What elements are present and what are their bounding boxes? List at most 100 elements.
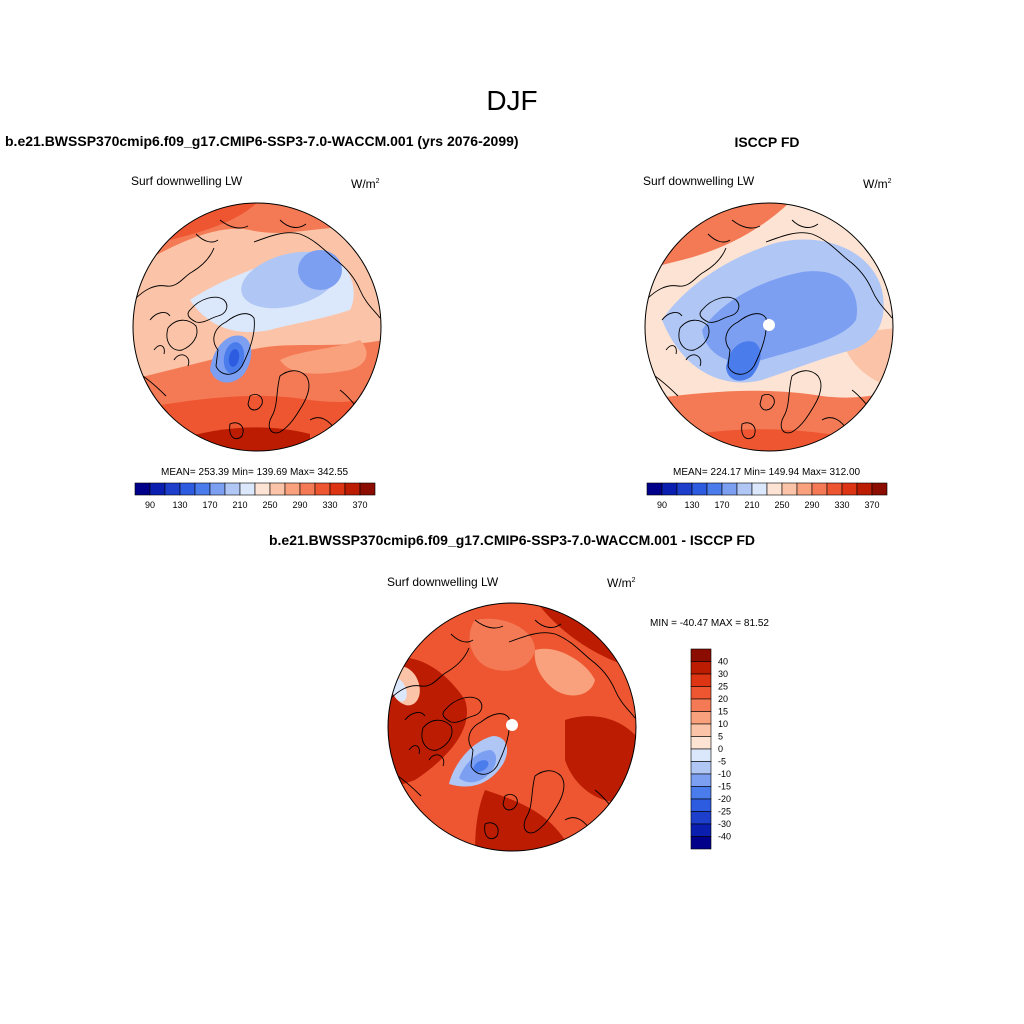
model-coastline-9 [229,422,244,440]
diff-map-border [387,602,637,852]
obs-stats: MEAN= 224.17 Min= 149.94 Max= 312.00 [673,467,861,478]
model-colorbar-box-11 [299,482,316,496]
diff-colorbar-label: 0 [718,744,723,754]
obs-colorbar-box-9 [781,482,798,496]
diff-colorbar-label: -10 [718,769,731,779]
model-colorbar-box-5 [209,482,226,496]
diff-colorbar-box-9 [690,761,712,775]
obs-colorbar-box-15 [871,482,888,496]
diff-colorbar-box-14 [690,823,712,837]
model-colorbar-box-2 [164,482,181,496]
model-colorbar-box-7 [239,482,256,496]
obs-contour-region-7 [702,271,858,363]
model-colorbar-box-1 [149,482,166,496]
model-colorbar-box-12 [314,482,331,496]
obs-colorbar-label: 250 [774,500,789,510]
model-stats: MEAN= 253.39 Min= 139.69 Max= 342.55 [161,467,349,478]
obs-colorbar-box-7 [751,482,768,496]
diff-colorbar-label: -40 [718,832,731,842]
model-colorbar-box-13 [329,482,346,496]
obs-colorbar: 90 130 170 210 250 290 330 370 [646,482,888,510]
diff-colorbar-label: -5 [718,757,726,767]
obs-coastline-8 [759,393,775,411]
diff-colorbar-box-8 [690,748,712,762]
diff-colorbar-label: 20 [718,694,728,704]
diff-units-label: W/m2 [607,576,636,590]
obs-coastlines [645,213,893,440]
diff-colorbar-box-15 [690,836,712,850]
model-colorbar: 90 130 170 210 250 290 330 370 [134,482,376,510]
obs-colorbar-box-12 [826,482,843,496]
model-colorbar-label: 210 [232,500,247,510]
model-colorbar-label: 130 [172,500,187,510]
model-colorbar-box-4 [194,482,211,496]
diff-coastline-0 [468,713,510,775]
model-colorbar-label: 90 [145,500,155,510]
diff-colorbar-box-10 [690,773,712,787]
diff-coastline-2 [421,719,453,751]
diff-colorbar-box-2 [690,673,712,687]
diff-colorbar-label: 25 [718,682,728,692]
obs-colorbar-label: 130 [684,500,699,510]
diff-stats: MIN = -40.47 MAX = 81.52 [650,618,769,629]
obs-coastline-1 [699,296,740,323]
model-units-label: W/m2 [351,177,380,191]
diff-contour-region-11 [473,760,489,772]
obs-colorbar-box-3 [691,482,708,496]
diff-coastline-9 [484,822,499,840]
model-coastline-8 [247,393,263,411]
model-colorbar-label: 170 [202,500,217,510]
obs-colorbar-label: 210 [744,500,759,510]
model-coastline-7 [268,370,310,434]
obs-colorbar-label: 170 [714,500,729,510]
diff-colorbar-box-7 [690,736,712,750]
diff-coastline-8 [502,793,518,811]
model-panel-title: b.e21.BWSSP370cmip6.f09_g17.CMIP6-SSP3-7… [5,133,519,149]
obs-coastline-3 [661,312,702,367]
model-coastline-3 [149,312,190,367]
model-polar-map [132,202,382,452]
diff-colorbar-box-11 [690,786,712,800]
obs-colorbar-box-11 [811,482,828,496]
model-contour-region-9 [298,250,342,290]
model-colorbar-box-10 [284,482,301,496]
diff-colorbar-box-12 [690,798,712,812]
obs-colorbar-label: 290 [804,500,819,510]
obs-coastline-7 [780,370,822,434]
diff-colorbar-box-1 [690,661,712,675]
figure-title: DJF [486,85,538,116]
obs-colorbar-label: 90 [657,500,667,510]
obs-map-border [644,202,894,452]
model-coastline-11 [195,219,249,243]
diff-colorbar-label: -15 [718,782,731,792]
model-colorbar-box-0 [134,482,151,496]
diff-colorbar-label: -25 [718,807,731,817]
diff-contour-region-3 [565,716,636,803]
diff-colorbar-label: -30 [718,819,731,829]
obs-panel-title: ISCCP FD [734,134,800,150]
diff-colorbar-label: 15 [718,707,728,717]
diff-polar-map [387,602,637,852]
diff-coastline-11 [450,619,504,643]
diff-contour-region-5 [469,618,535,671]
model-colorbar-box-6 [224,482,241,496]
diff-colorbar-label: 40 [718,657,728,667]
obs-colorbar-box-5 [721,482,738,496]
model-map-border [132,202,382,452]
obs-colorbar-box-10 [796,482,813,496]
model-colorbar-label: 330 [322,500,337,510]
model-coastline-5 [253,232,381,319]
diff-colorbar-label: -20 [718,794,731,804]
obs-coastline-5 [765,232,893,319]
obs-polar-map [644,202,894,452]
obs-pole-hole [763,319,775,331]
obs-colorbar-label: 330 [834,500,849,510]
obs-colorbar-box-13 [841,482,858,496]
obs-coastline-2 [678,319,710,351]
obs-colorbar-box-2 [676,482,693,496]
diff-colorbar-box-0 [690,648,712,662]
model-coastline-1 [187,296,228,323]
model-colorbar-box-14 [344,482,361,496]
diff-colorbar-label: 30 [718,669,728,679]
diff-coastline-3 [404,712,445,767]
